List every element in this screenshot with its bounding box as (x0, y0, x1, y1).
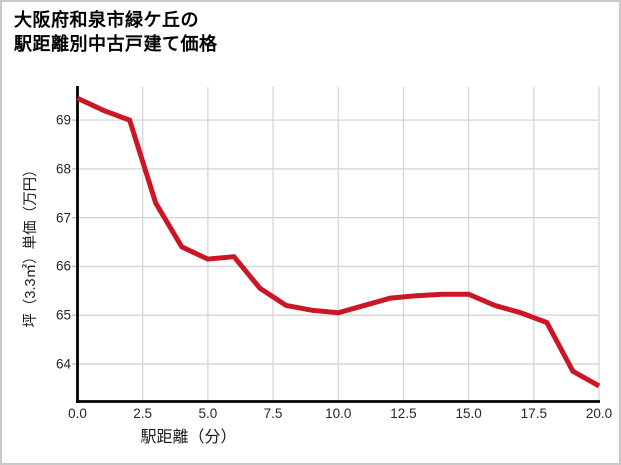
x-tick-label: 7.5 (263, 406, 283, 421)
chart-title-line-2: 駅距離別中古戸建て価格 (14, 34, 218, 54)
y-tick-label: 69 (55, 112, 71, 128)
x-axis-title: 駅距離（分） (2, 423, 619, 447)
x-tick-label: 10.0 (325, 406, 352, 421)
x-tick-label: 20.0 (585, 406, 613, 421)
x-tick-label: 17.5 (520, 406, 547, 421)
y-tick-label: 68 (55, 161, 71, 177)
x-axis-title-text: 駅距離（分） (140, 429, 237, 446)
x-tick-label: 12.5 (390, 406, 417, 421)
y-tick-label: 65 (55, 307, 71, 323)
chart-title-line-1: 大阪府和泉市緑ケ丘の (14, 10, 199, 30)
x-tick-label: 2.5 (133, 406, 153, 421)
y-tick-label: 66 (55, 258, 71, 274)
x-tick-label: 0.0 (68, 406, 87, 421)
x-tick-label: 5.0 (198, 406, 218, 421)
y-axis-title: 坪（3.3㎡）単価（万円） (23, 162, 39, 328)
y-tick-label: 67 (55, 210, 71, 226)
x-tick-label: 15.0 (455, 406, 482, 421)
price-series-line (76, 95, 601, 389)
chart-title: 大阪府和泉市緑ケ丘の 駅距離別中古戸建て価格 (14, 8, 218, 56)
y-tick-label: 64 (55, 356, 71, 372)
